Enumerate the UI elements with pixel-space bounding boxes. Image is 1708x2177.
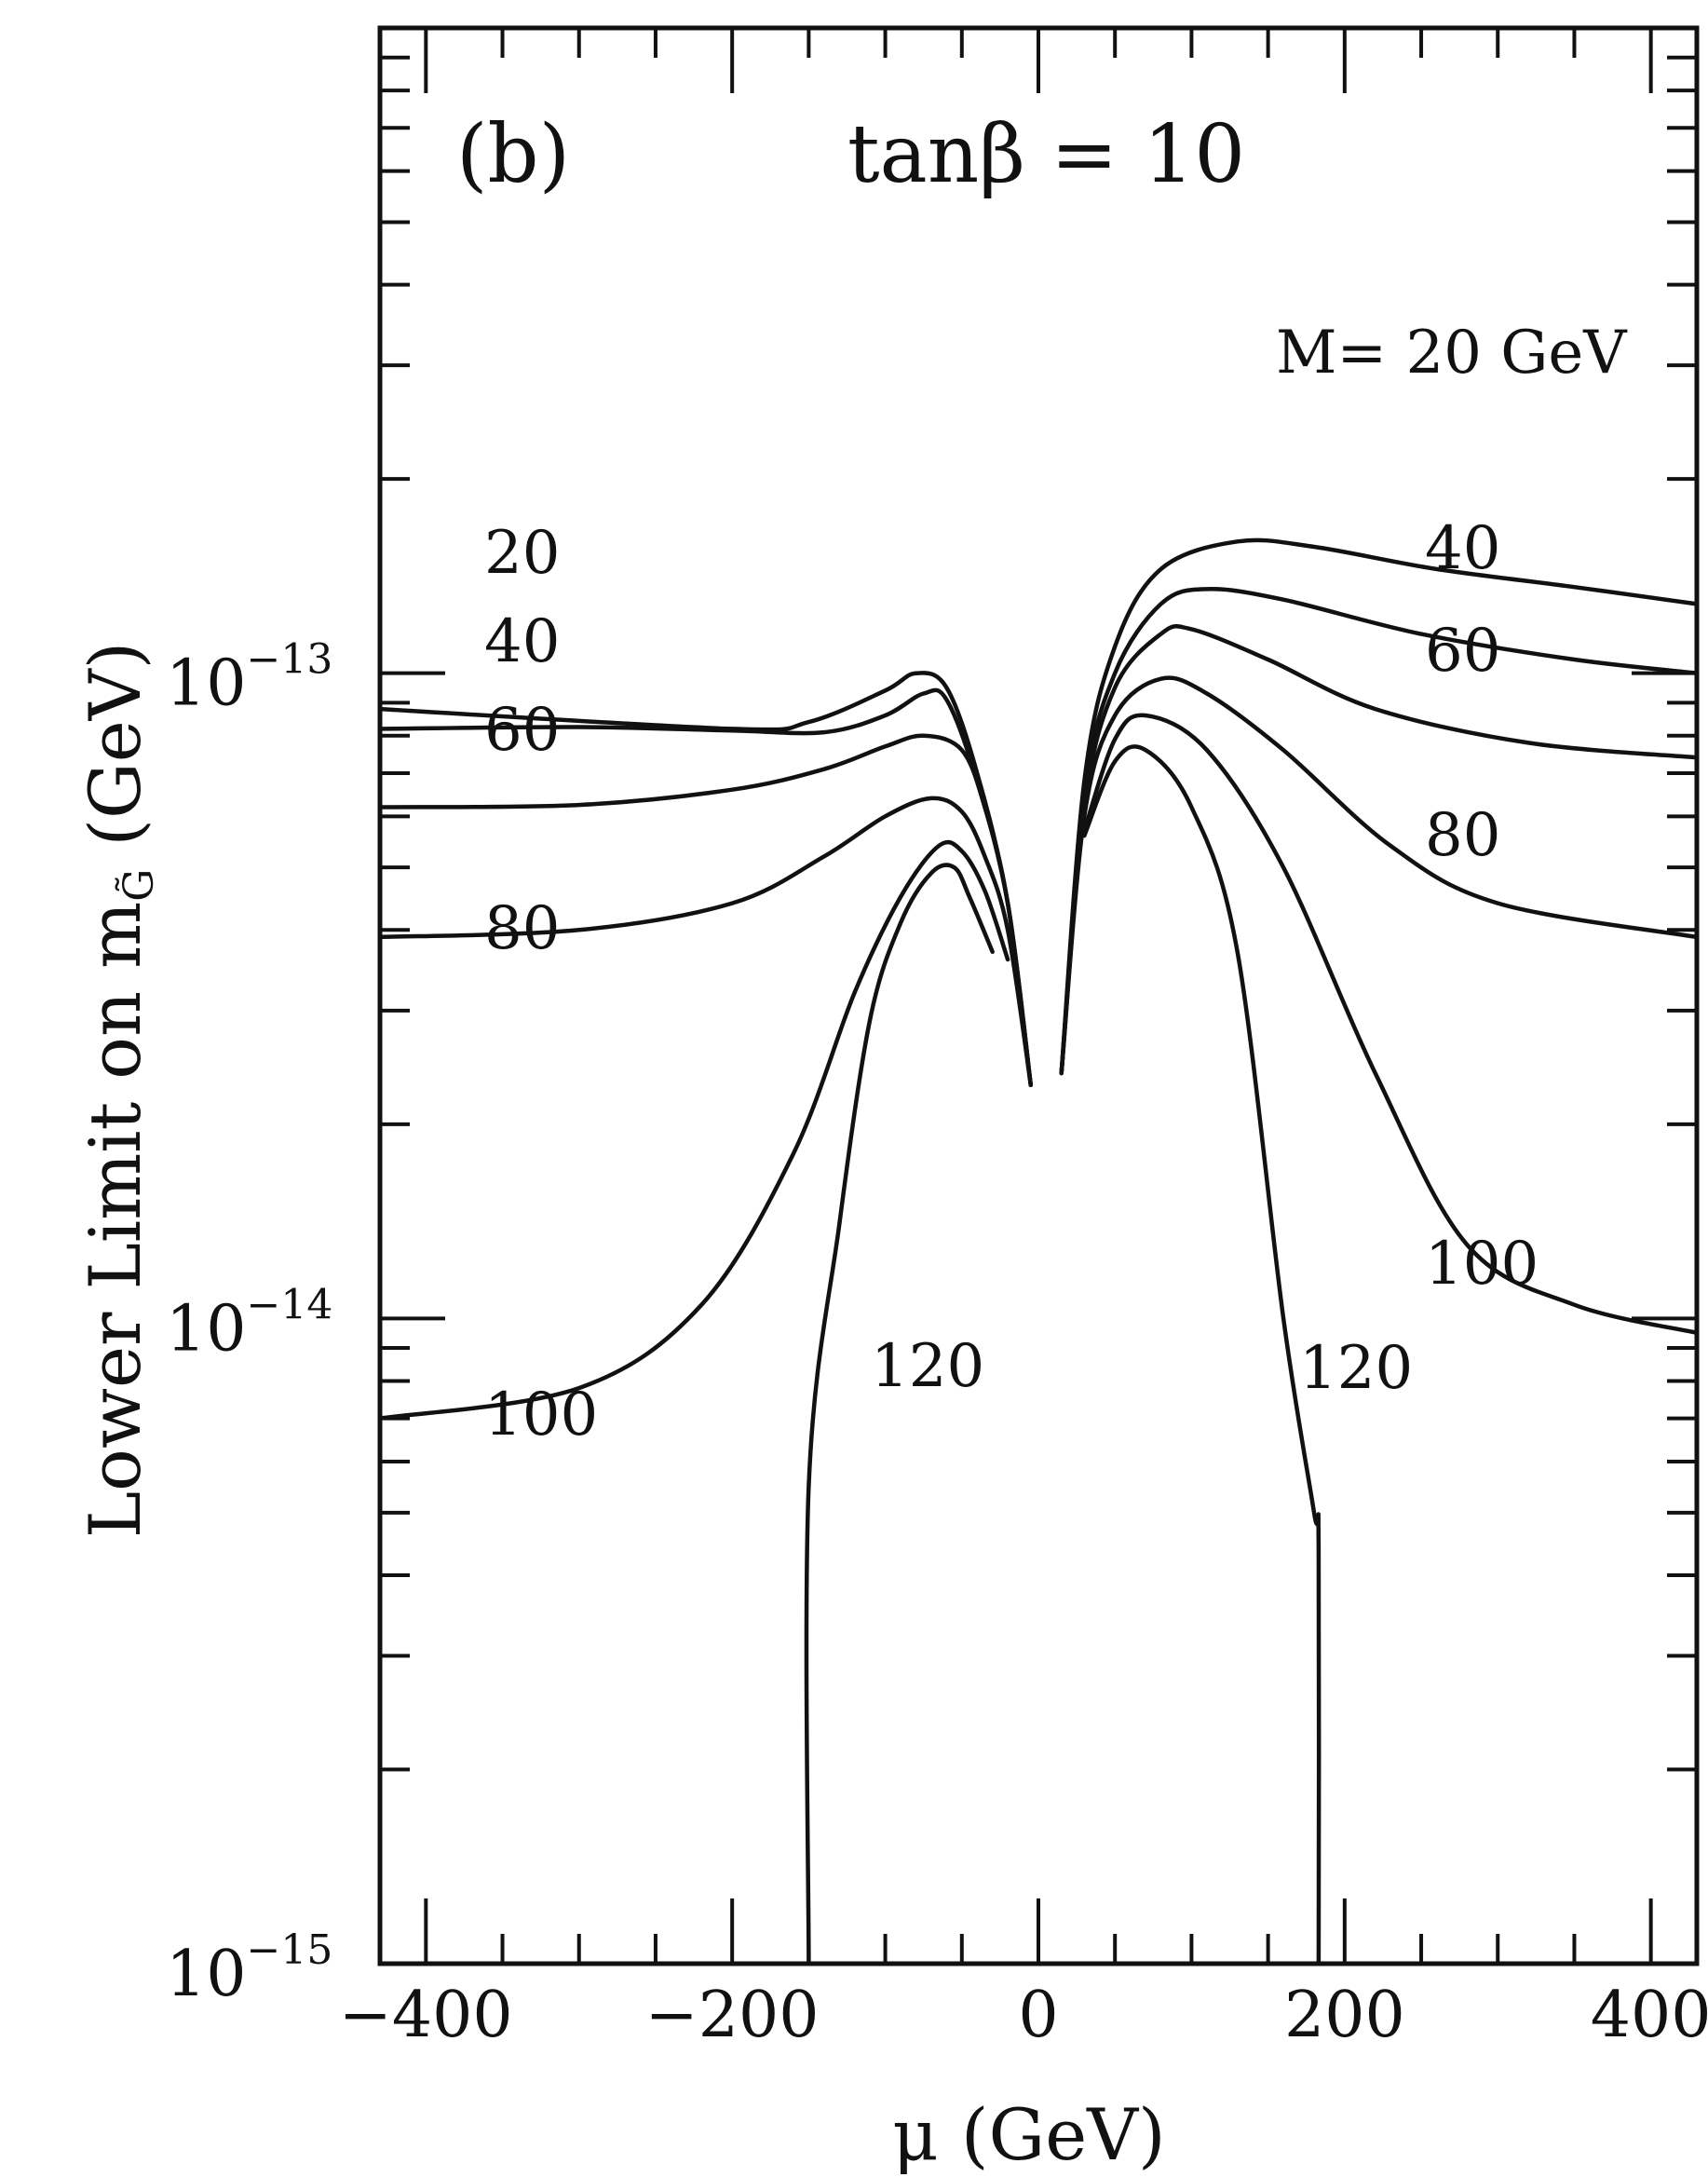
curve-M100-right (1082, 713, 1700, 1336)
x-tick-label: 200 (1284, 1979, 1405, 2052)
x-axis-title: μ (GeV) (892, 2093, 1165, 2176)
curve-label-right-80: 80 (1425, 801, 1500, 870)
curve-M60-left (377, 733, 1034, 1088)
x-tick-label: 400 (1591, 1979, 1708, 2052)
curve-label-left-120: 120 (871, 1332, 984, 1401)
curve-M80-left (377, 796, 1034, 1088)
curve-label-right-40: 40 (1425, 514, 1500, 583)
x-tick-label: −400 (339, 1979, 513, 2052)
curve-label-right-100: 100 (1425, 1230, 1539, 1299)
curve-label-left-100: 100 (484, 1381, 598, 1449)
y-tick-label: 10−14 (166, 1281, 332, 1366)
curve-M100-left (377, 839, 1010, 1421)
tan-beta-annotation: tanβ = 10 (847, 108, 1245, 201)
y-axis-title-group: Lower Limit on mG̃ (GeV) (74, 642, 163, 1539)
curve-label-left-20: 20 (484, 519, 560, 588)
y-axis-title-unit: (GeV) (74, 642, 156, 847)
curve-label-right-120: 120 (1299, 1334, 1413, 1403)
curve-M120-right (1082, 744, 1322, 1966)
curve-label-left-80: 80 (484, 894, 560, 963)
curve-M120-left (804, 863, 995, 1966)
curve-M80-right (1059, 675, 1700, 1076)
curve-label-left-40: 40 (484, 607, 560, 676)
x-tick-label: 0 (1018, 1979, 1058, 2052)
curves-layer (377, 537, 1700, 1966)
ticks-layer: −400 −200 0 200 400 10−13 10−14 10−15 (166, 28, 1708, 2052)
y-axis-title-subscript: G̃ (114, 869, 163, 902)
panel-label: (b) (456, 108, 570, 201)
curve-label-left-60: 60 (484, 696, 560, 765)
y-axis-title: Lower Limit on mG̃ (GeV) (74, 642, 163, 1539)
curve-label-M20-top: M= 20 GeV (1276, 319, 1628, 388)
y-tick-label: 10−13 (166, 636, 332, 721)
x-tick-label: −200 (645, 1979, 820, 2052)
curve-label-right-60: 60 (1425, 617, 1500, 686)
y-axis-title-main: Lower Limit on m (74, 902, 156, 1539)
y-tick-label: 10−15 (166, 1926, 332, 2011)
